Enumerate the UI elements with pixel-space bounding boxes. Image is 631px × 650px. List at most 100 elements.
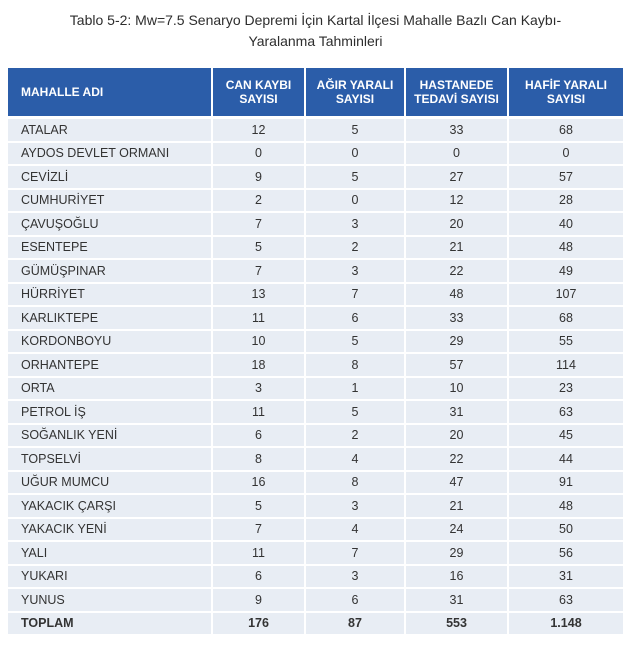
table-row: YUKARI 6 3 16 31 [8,564,623,589]
value-cell: 22 [405,259,509,284]
value-cell: 11 [212,541,306,566]
total-hafif-yarali-cell: 1.148 [508,611,623,636]
value-cell: 55 [508,329,623,354]
neighborhood-name-cell: YUKARI [8,564,213,589]
value-cell: 28 [508,188,623,213]
value-cell: 24 [405,517,509,542]
value-cell: 13 [212,282,306,307]
table-caption-line1: Tablo 5-2: Mw=7.5 Senaryo Depremi İçin K… [69,12,562,28]
value-cell: 4 [305,447,406,472]
value-cell: 29 [405,329,509,354]
value-cell: 16 [212,470,306,495]
neighborhood-name-cell: ORTA [8,376,213,401]
table-row: YAKACIK YENİ 7 4 24 50 [8,517,623,542]
value-cell: 2 [212,188,306,213]
value-cell: 91 [508,470,623,495]
value-cell: 68 [508,306,623,331]
value-cell: 6 [212,564,306,589]
table-row: AYDOS DEVLET ORMANI 0 0 0 0 [8,141,623,166]
total-label: TOPLAM [8,611,213,636]
value-cell: 5 [305,165,406,190]
value-cell: 23 [508,376,623,401]
column-header-can-kaybi-sayisi: CAN KAYBI SAYISI [212,68,306,119]
value-cell: 57 [405,353,509,378]
value-cell: 3 [305,564,406,589]
value-cell: 11 [212,400,306,425]
value-cell: 11 [212,306,306,331]
value-cell: 48 [508,235,623,260]
value-cell: 12 [212,117,306,143]
casualty-table: MAHALLE ADI CAN KAYBI SAYISI AĞIR YARALI SAY… [8,68,623,636]
value-cell: 29 [405,541,509,566]
value-cell: 5 [212,494,306,519]
table-row: TOPSELVİ 8 4 22 44 [8,447,623,472]
neighborhood-name-cell: ESENTEPE [8,235,213,260]
value-cell: 48 [405,282,509,307]
value-cell: 21 [405,494,509,519]
neighborhood-name-cell: PETROL İŞ [8,400,213,425]
neighborhood-name-cell: KARLIKTEPE [8,306,213,331]
value-cell: 3 [212,376,306,401]
value-cell: 5 [305,329,406,354]
value-cell: 6 [212,423,306,448]
value-cell: 22 [405,447,509,472]
value-cell: 31 [508,564,623,589]
value-cell: 5 [212,235,306,260]
table-row: CEVİZLİ 9 5 27 57 [8,165,623,190]
value-cell: 68 [508,117,623,143]
total-hastanede-tedavi-cell: 553 [405,611,509,636]
neighborhood-name-cell: YAKACIK ÇARŞI [8,494,213,519]
total-row: TOPLAM 176 87 553 1.148 [8,611,623,636]
value-cell: 20 [405,423,509,448]
value-cell: 33 [405,306,509,331]
value-cell: 50 [508,517,623,542]
value-cell: 49 [508,259,623,284]
value-cell: 3 [305,259,406,284]
neighborhood-name-cell: ATALAR [8,117,213,143]
value-cell: 31 [405,588,509,613]
column-header-hafif-yarali-sayisi: HAFİF YARALI SAYISI [508,68,623,119]
table-caption-line2: Yaralanma Tahminleri [248,33,383,49]
value-cell: 107 [508,282,623,307]
value-cell: 31 [405,400,509,425]
neighborhood-name-cell: TOPSELVİ [8,447,213,472]
value-cell: 8 [212,447,306,472]
neighborhood-name-cell: YALI [8,541,213,566]
value-cell: 33 [405,117,509,143]
value-cell: 3 [305,212,406,237]
value-cell: 2 [305,235,406,260]
value-cell: 44 [508,447,623,472]
value-cell: 0 [212,141,306,166]
neighborhood-name-cell: AYDOS DEVLET ORMANI [8,141,213,166]
neighborhood-name-cell: GÜMÜŞPINAR [8,259,213,284]
value-cell: 1 [305,376,406,401]
table-row: YALI 11 7 29 56 [8,541,623,566]
value-cell: 10 [405,376,509,401]
table-row: YAKACIK ÇARŞI 5 3 21 48 [8,494,623,519]
value-cell: 6 [305,306,406,331]
value-cell: 0 [508,141,623,166]
value-cell: 5 [305,117,406,143]
neighborhood-name-cell: ÇAVUŞOĞLU [8,212,213,237]
value-cell: 7 [212,259,306,284]
value-cell: 0 [405,141,509,166]
value-cell: 40 [508,212,623,237]
table-row: ORHANTEPE 18 8 57 114 [8,353,623,378]
value-cell: 5 [305,400,406,425]
table-row: ATALAR 12 5 33 68 [8,117,623,143]
column-header-agir-yarali-sayisi: AĞIR YARALI SAYISI [305,68,406,119]
total-can-kaybi-cell: 176 [212,611,306,636]
value-cell: 12 [405,188,509,213]
table-row: ESENTEPE 5 2 21 48 [8,235,623,260]
neighborhood-name-cell: ORHANTEPE [8,353,213,378]
total-agir-yarali-cell: 87 [305,611,406,636]
table-row: KORDONBOYU 10 5 29 55 [8,329,623,354]
value-cell: 8 [305,353,406,378]
value-cell: 57 [508,165,623,190]
column-header-mahalle-adi: MAHALLE ADI [8,68,213,119]
value-cell: 114 [508,353,623,378]
value-cell: 18 [212,353,306,378]
neighborhood-name-cell: KORDONBOYU [8,329,213,354]
table-row: GÜMÜŞPINAR 7 3 22 49 [8,259,623,284]
value-cell: 63 [508,588,623,613]
